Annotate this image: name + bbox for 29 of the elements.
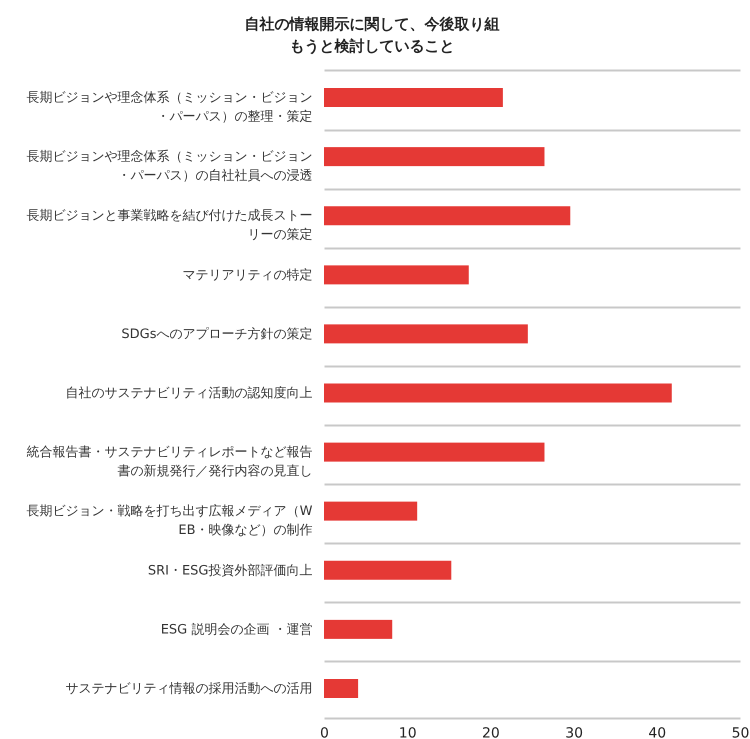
y-tick-label: 長期ビジョン・戦略を打ち出す広報メディア（WEB・映像など）の制作: [26, 503, 313, 538]
y-tick-label: 自社のサステナビリティ活動の認知度向上: [66, 385, 312, 401]
x-tick-label: 20: [482, 726, 500, 739]
bar: [324, 265, 469, 284]
bar: [324, 502, 418, 521]
bar: [324, 442, 544, 462]
x-tick-label: 50: [732, 726, 750, 739]
y-tick-label: ESG 説明会の企画 ・運営: [160, 622, 312, 638]
y-tick-label: 長期ビジョンや理念体系（ミッション・ビジョン・パーパス）の自社社員への浸透: [26, 150, 312, 184]
y-tick-label: 長期ビジョンと事業戦略を結び付けた成長ストーリーの策定: [26, 208, 312, 243]
x-tick-label: 10: [398, 726, 417, 739]
bar: [324, 560, 452, 580]
y-tick-label: SDGsへのアプローチ方針の策定: [121, 326, 312, 342]
bar: [324, 384, 672, 402]
x-tick-label: 30: [565, 726, 584, 739]
bar: [324, 678, 358, 698]
bar: [324, 147, 544, 166]
x-tick-label: 40: [648, 726, 666, 739]
y-tick-label: 統合報告書・サステナビリティレポートなど報告書の新規発行／発行内容の見直し: [26, 445, 312, 480]
bar: [324, 620, 392, 639]
y-tick-label: 長期ビジョンや理念体系（ミッション・ビジョン・パーパス）の整理・策定: [26, 90, 312, 125]
y-tick-label: マテリアリティの特定: [182, 268, 312, 283]
x-tick-label: 0: [320, 726, 329, 739]
y-tick-label: サステナビリティ情報の採用活動への活用: [66, 681, 312, 696]
bar: [324, 206, 570, 226]
y-tick-label: SRI・ESG投資外部評価向上: [148, 563, 312, 578]
bar: [324, 88, 503, 108]
bar: [324, 324, 528, 344]
chart-title: 自社の情報開示に関して、今後取り組もうと検討していること: [244, 15, 500, 55]
